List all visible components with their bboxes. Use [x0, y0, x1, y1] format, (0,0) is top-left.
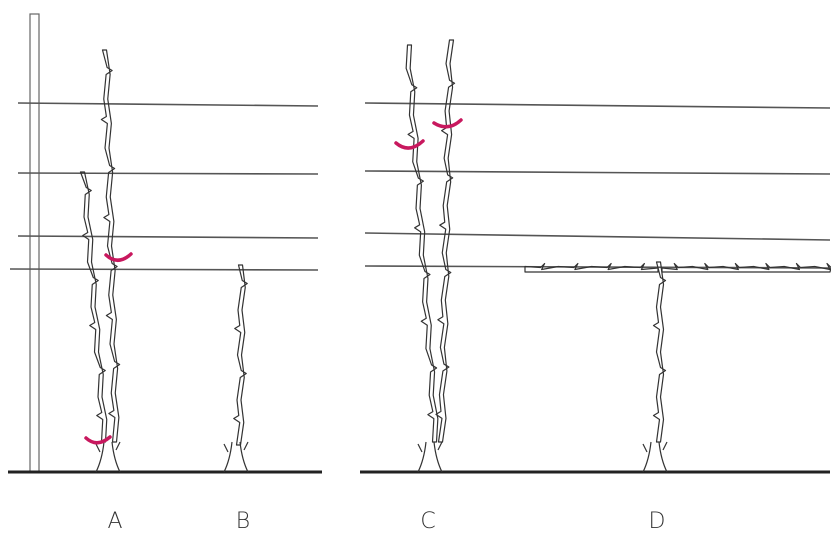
wire: [17, 235, 319, 239]
panel-label: C: [420, 509, 435, 534]
arm: [661, 262, 831, 273]
pruning-cut: [84, 435, 112, 445]
panel-label: D: [649, 509, 666, 534]
cane: [652, 261, 667, 443]
wire: [9, 268, 319, 271]
trunk-base: [223, 441, 249, 473]
wire: [17, 172, 319, 175]
post: [29, 13, 40, 473]
panel-label: B: [236, 509, 250, 534]
pruning-cut: [432, 118, 463, 129]
trunk-base: [95, 441, 121, 473]
cane: [233, 264, 248, 446]
cane: [79, 171, 108, 443]
trunk-base: [417, 441, 443, 473]
panel-label: A: [107, 509, 122, 534]
cane: [435, 39, 456, 443]
wire: [17, 102, 319, 107]
trunk-base: [642, 441, 668, 473]
wire: [364, 232, 831, 241]
arm: [524, 262, 659, 273]
wire: [364, 102, 831, 109]
wire: [364, 170, 831, 175]
pruning-cut: [104, 252, 133, 262]
cane: [405, 44, 439, 443]
cane: [100, 49, 121, 443]
pruning-cut: [394, 139, 425, 150]
